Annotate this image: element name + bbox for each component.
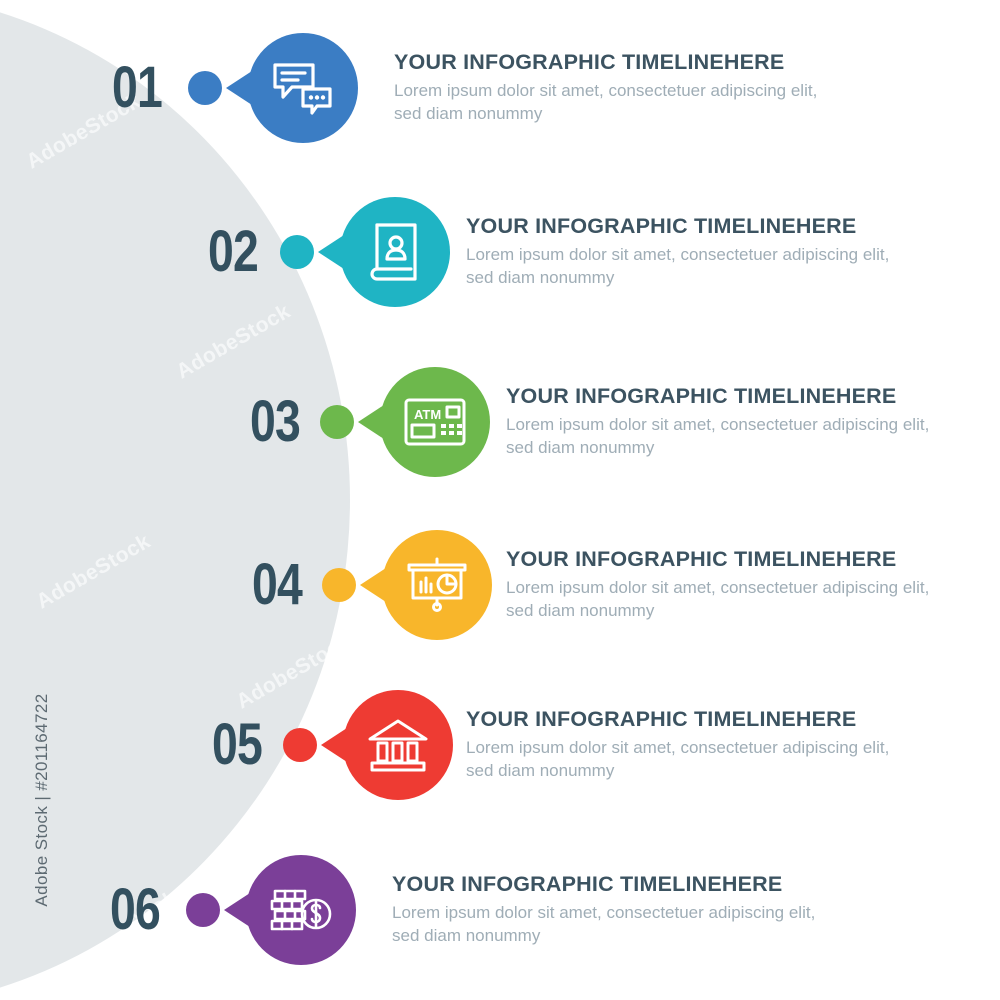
step-dot[interactable] [280, 235, 314, 269]
svg-text:ATM: ATM [414, 407, 441, 422]
step-text-block: YOUR INFOGRAPHIC TIMELINEHERE Lorem ipsu… [392, 872, 862, 948]
step-title: YOUR INFOGRAPHIC TIMELINEHERE [506, 547, 897, 572]
step-icon-bubble[interactable] [224, 855, 356, 965]
step-icon-bubble[interactable] [360, 530, 492, 640]
atm-machine-icon: ATM [402, 396, 468, 448]
presentation-chart-icon [404, 556, 470, 614]
step-dot[interactable] [322, 568, 356, 602]
step-title: YOUR INFOGRAPHIC TIMELINEHERE [466, 214, 857, 239]
step-title: YOUR INFOGRAPHIC TIMELINEHERE [392, 872, 783, 897]
step-title: YOUR INFOGRAPHIC TIMELINEHERE [466, 707, 857, 732]
money-stack-dollar-icon [269, 883, 333, 937]
step-dot[interactable] [320, 405, 354, 439]
step-dot[interactable] [283, 728, 317, 762]
chat-bubbles-icon [270, 60, 336, 116]
step-text-block: YOUR INFOGRAPHIC TIMELINEHERE Lorem ipsu… [506, 547, 976, 623]
timeline-row: 05 YOUR INFOGRAPHIC TIMELINEHERE Lorem i… [0, 665, 1000, 825]
step-description: Lorem ipsum dolor sit amet, consectetuer… [394, 80, 818, 123]
step-text-block: YOUR INFOGRAPHIC TIMELINEHERE Lorem ipsu… [394, 50, 864, 126]
timeline-row: 06 [0, 830, 900, 990]
contact-book-icon [367, 221, 423, 283]
step-description: Lorem ipsum dolor sit amet, consectetuer… [506, 577, 930, 620]
step-title: YOUR INFOGRAPHIC TIMELINEHERE [506, 384, 897, 409]
timeline-row: 04 YOUR INFOGRAPHIC TIMELINEHERE [0, 505, 1000, 665]
step-title: YOUR INFOGRAPHIC TIMELINEHERE [394, 50, 785, 75]
step-number: 06 [110, 877, 161, 942]
step-number: 05 [212, 712, 263, 777]
timeline-row: 01 YOUR INFOGRAPHIC TIMELINEHERE Lorem i… [0, 8, 900, 168]
step-dot[interactable] [188, 71, 222, 105]
bank-building-icon [366, 717, 430, 773]
step-icon-bubble[interactable] [318, 197, 450, 307]
timeline-row: 03 ATM YOUR INFOGRAPHIC TIMELINEH [0, 342, 1000, 502]
timeline-row: 02 YOUR INFOGRAPHIC TIMELINEHERE Lorem i… [0, 172, 960, 332]
step-number: 04 [252, 552, 303, 617]
step-number: 03 [250, 389, 301, 454]
step-description: Lorem ipsum dolor sit amet, consectetuer… [466, 737, 890, 780]
step-text-block: YOUR INFOGRAPHIC TIMELINEHERE Lorem ipsu… [466, 707, 936, 783]
step-description: Lorem ipsum dolor sit amet, consectetuer… [392, 902, 816, 945]
step-number: 01 [112, 55, 163, 120]
step-number: 02 [208, 219, 259, 284]
step-icon-bubble[interactable] [321, 690, 453, 800]
step-text-block: YOUR INFOGRAPHIC TIMELINEHERE Lorem ipsu… [506, 384, 976, 460]
step-icon-bubble[interactable] [226, 33, 358, 143]
step-text-block: YOUR INFOGRAPHIC TIMELINEHERE Lorem ipsu… [466, 214, 936, 290]
step-description: Lorem ipsum dolor sit amet, consectetuer… [506, 414, 930, 457]
step-dot[interactable] [186, 893, 220, 927]
step-icon-bubble[interactable]: ATM [358, 367, 490, 477]
step-description: Lorem ipsum dolor sit amet, consectetuer… [466, 244, 890, 287]
